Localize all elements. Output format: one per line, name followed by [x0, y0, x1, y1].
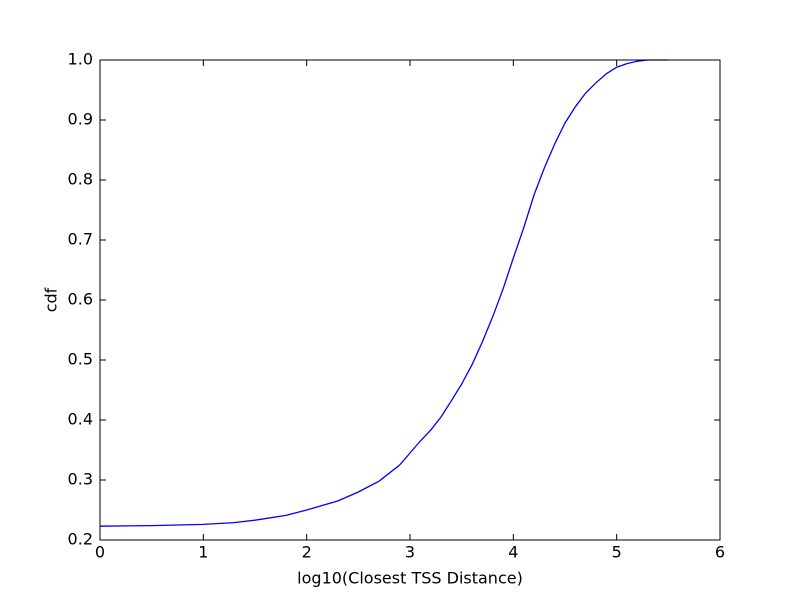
y-tick-label: 0.6 [68, 290, 93, 309]
x-tick-label: 5 [612, 543, 622, 562]
x-tick-label: 3 [405, 543, 415, 562]
plot-frame [99, 59, 721, 541]
y-tick-label: 1.0 [68, 50, 93, 69]
y-tick-label: 0.7 [68, 230, 93, 249]
y-tick-label: 0.2 [68, 530, 93, 549]
y-axis-label: cdf [42, 287, 61, 312]
x-tick-label: 1 [198, 543, 208, 562]
x-tick-label: 0 [95, 543, 105, 562]
x-tick-label: 4 [508, 543, 518, 562]
y-tick-label: 0.9 [68, 110, 93, 129]
y-tick-label: 0.4 [68, 410, 93, 429]
y-tick-label: 0.8 [68, 170, 93, 189]
cdf-line [99, 59, 669, 527]
x-axis-label: log10(Closest TSS Distance) [297, 569, 523, 588]
y-tick-label: 0.5 [68, 350, 93, 369]
x-tick-label: 6 [715, 543, 725, 562]
x-tick-label: 2 [302, 543, 312, 562]
y-tick-label: 0.3 [68, 470, 93, 489]
